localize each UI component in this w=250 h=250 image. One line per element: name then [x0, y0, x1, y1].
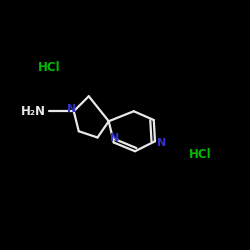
Text: N: N — [157, 138, 166, 147]
Text: N: N — [110, 133, 119, 143]
Text: N: N — [66, 104, 76, 114]
Text: H₂N: H₂N — [21, 105, 46, 118]
Text: HCl: HCl — [38, 61, 60, 74]
Text: HCl: HCl — [189, 148, 211, 162]
